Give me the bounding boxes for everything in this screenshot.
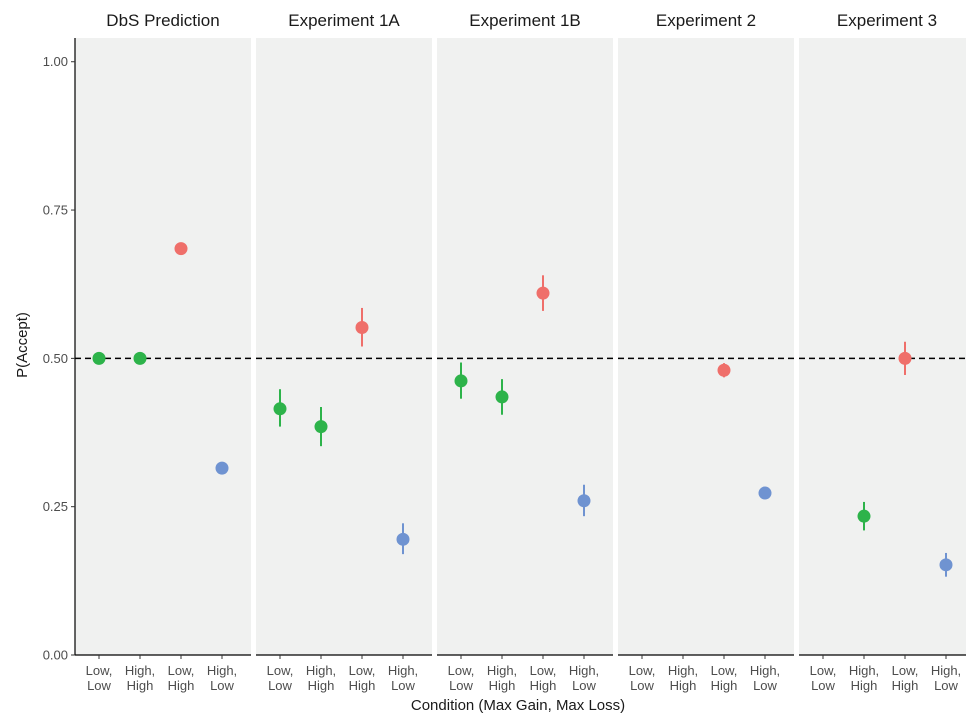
x-tick-label: Low, xyxy=(448,663,475,678)
facet-panel: Experiment 1BLow,LowHigh,HighLow,HighHig… xyxy=(437,11,613,693)
x-axis-title: Condition (Max Gain, Max Loss) xyxy=(411,697,625,714)
x-tick-label: Low, xyxy=(168,663,195,678)
data-point xyxy=(454,374,468,388)
x-tick-label: Low, xyxy=(530,663,557,678)
data-point xyxy=(92,351,106,365)
x-tick-label: High, xyxy=(569,663,599,678)
data-point xyxy=(174,242,188,256)
data-point xyxy=(133,351,147,365)
x-tick-label: High xyxy=(168,678,195,693)
x-tick-label: High, xyxy=(487,663,517,678)
x-tick-label: High xyxy=(711,678,738,693)
x-tick-label: High, xyxy=(207,663,237,678)
x-tick-label: High, xyxy=(306,663,336,678)
x-tick-label: Low xyxy=(934,678,958,693)
x-tick-label: Low xyxy=(449,678,473,693)
facet-panel: Experiment 3Low,LowHigh,HighLow,HighHigh… xyxy=(799,11,966,693)
x-tick-label: High, xyxy=(931,663,961,678)
x-tick-label: High, xyxy=(849,663,879,678)
facet-panel: DbS PredictionLow,LowHigh,HighLow,HighHi… xyxy=(75,11,251,693)
x-tick-label: Low, xyxy=(86,663,113,678)
x-tick-label: High, xyxy=(750,663,780,678)
data-point xyxy=(758,486,772,500)
facet-title: Experiment 1B xyxy=(469,11,581,30)
x-tick-label: Low xyxy=(87,678,111,693)
x-tick-label: Low xyxy=(391,678,415,693)
data-point xyxy=(355,321,369,335)
x-tick-label: High xyxy=(892,678,919,693)
y-axis-title: P(Accept) xyxy=(14,312,31,378)
panel-background xyxy=(437,38,613,655)
data-point xyxy=(536,286,550,300)
x-tick-label: Low xyxy=(630,678,654,693)
data-point xyxy=(396,532,410,546)
x-tick-label: Low xyxy=(268,678,292,693)
data-point xyxy=(273,402,287,416)
data-point xyxy=(939,558,953,572)
x-tick-label: High xyxy=(530,678,557,693)
x-tick-label: Low xyxy=(210,678,234,693)
x-tick-label: Low, xyxy=(711,663,738,678)
x-tick-label: Low, xyxy=(267,663,294,678)
data-point xyxy=(314,420,328,434)
x-tick-label: High, xyxy=(388,663,418,678)
x-tick-label: Low xyxy=(572,678,596,693)
x-tick-label: Low, xyxy=(892,663,919,678)
data-point xyxy=(717,363,731,377)
y-tick-label: 0.50 xyxy=(43,351,68,366)
data-point xyxy=(577,494,591,508)
panel-background xyxy=(618,38,794,655)
facets-layer: DbS PredictionLow,LowHigh,HighLow,HighHi… xyxy=(75,11,966,693)
x-tick-label: High, xyxy=(125,663,155,678)
panel-background xyxy=(799,38,966,655)
facet-title: Experiment 1A xyxy=(288,11,400,30)
y-tick-label: 1.00 xyxy=(43,54,68,69)
facet-title: Experiment 2 xyxy=(656,11,756,30)
facet-title: Experiment 3 xyxy=(837,11,937,30)
x-tick-label: High xyxy=(670,678,697,693)
x-tick-label: Low xyxy=(753,678,777,693)
data-point xyxy=(215,461,229,475)
y-tick-label: 0.25 xyxy=(43,499,68,514)
x-tick-label: Low, xyxy=(629,663,656,678)
x-tick-label: High xyxy=(489,678,516,693)
panel-background xyxy=(256,38,432,655)
y-tick-label: 0.75 xyxy=(43,203,68,218)
data-point xyxy=(495,390,509,404)
y-tick-label: 0.00 xyxy=(43,648,68,663)
x-tick-label: High xyxy=(851,678,878,693)
panel-background xyxy=(75,38,251,655)
facet-title: DbS Prediction xyxy=(106,11,219,30)
x-tick-label: High xyxy=(308,678,335,693)
facet-panel: Experiment 1ALow,LowHigh,HighLow,HighHig… xyxy=(256,11,432,693)
x-tick-label: Low, xyxy=(349,663,376,678)
x-tick-label: High, xyxy=(668,663,698,678)
x-tick-label: Low xyxy=(811,678,835,693)
facet-panel: Experiment 2Low,LowHigh,HighLow,HighHigh… xyxy=(618,11,794,693)
data-point xyxy=(898,351,912,365)
y-axis: 0.00 0.25 0.50 0.75 1.00 xyxy=(43,38,76,663)
x-tick-label: High xyxy=(127,678,154,693)
x-tick-label: High xyxy=(349,678,376,693)
x-tick-label: Low, xyxy=(810,663,837,678)
data-point xyxy=(857,509,871,523)
